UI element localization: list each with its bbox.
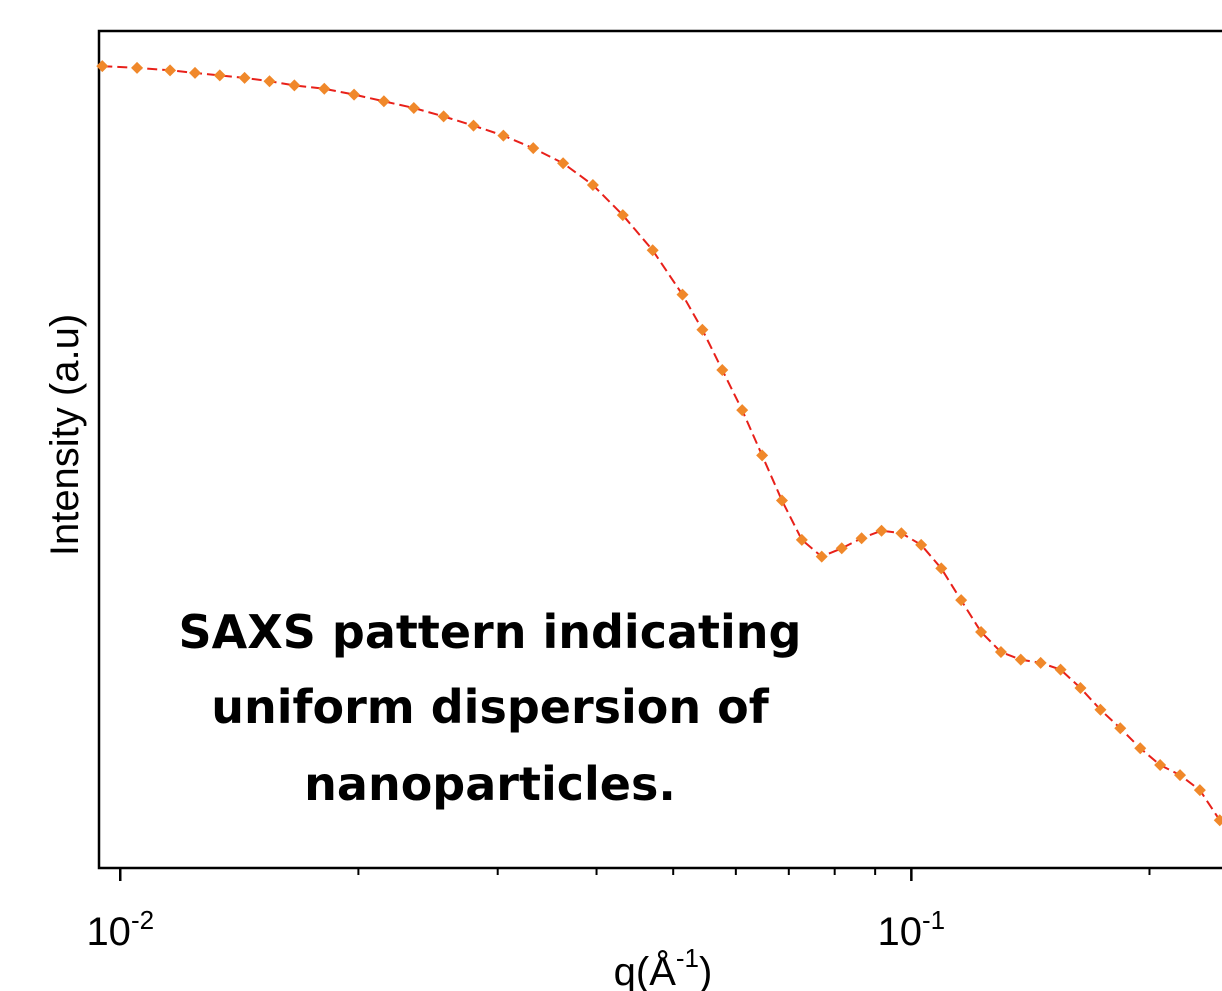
data-point	[1054, 663, 1067, 676]
data-point	[1094, 703, 1107, 716]
data-point	[1074, 682, 1087, 695]
annotation-line: SAXS pattern indicating	[179, 605, 802, 659]
x-tick-label: 10-2	[86, 905, 154, 954]
data-point	[855, 532, 868, 545]
data-point	[263, 75, 276, 88]
data-layer	[96, 60, 1222, 827]
data-point	[188, 66, 201, 79]
data-point	[96, 60, 109, 73]
y-axis-title: Intensity (a.u)	[43, 314, 87, 556]
data-point	[527, 142, 540, 155]
data-point	[955, 594, 968, 607]
data-point	[756, 449, 769, 462]
data-point	[288, 79, 301, 92]
data-point	[875, 524, 888, 537]
data-point	[835, 542, 848, 555]
data-point	[437, 110, 450, 123]
data-point	[815, 550, 828, 563]
data-point	[238, 71, 251, 84]
data-point	[676, 288, 689, 301]
data-point	[696, 323, 709, 336]
data-point	[1213, 814, 1222, 827]
x-tick-label-exp: -1	[922, 905, 945, 935]
data-point	[994, 646, 1007, 659]
x-axis-title-sup: -1	[676, 943, 699, 973]
data-point	[213, 69, 226, 82]
data-point	[716, 363, 729, 376]
data-point	[348, 88, 361, 101]
data-point	[1174, 769, 1187, 782]
x-tick-label: 10-1	[878, 905, 946, 954]
data-point	[795, 533, 808, 546]
data-point	[616, 209, 629, 222]
data-point	[975, 625, 988, 638]
data-point	[1114, 722, 1127, 735]
data-point	[646, 244, 659, 257]
data-point	[377, 95, 390, 108]
data-point	[935, 562, 948, 575]
x-axis-title-end: )	[699, 950, 712, 991]
data-point	[1134, 742, 1147, 755]
data-point	[1014, 653, 1027, 666]
data-point	[915, 538, 928, 551]
data-point	[586, 179, 599, 192]
data-point	[557, 157, 570, 170]
data-point	[131, 61, 144, 74]
x-tick-label-base: 10	[86, 910, 131, 954]
data-point	[318, 82, 331, 95]
data-point	[497, 129, 510, 142]
annotation-line: nanoparticles.	[304, 757, 676, 811]
data-point	[736, 404, 749, 417]
data-point	[775, 494, 788, 507]
x-tick-label-exp: -2	[131, 905, 154, 935]
data-point	[1154, 759, 1167, 772]
x-axis-title-text: q(Å	[614, 949, 677, 991]
data-point	[407, 102, 420, 115]
data-point	[164, 64, 177, 77]
x-axis-title: q(Å-1)	[614, 943, 713, 991]
data-point	[1034, 656, 1047, 669]
data-point	[467, 119, 480, 132]
x-tick-label-base: 10	[878, 910, 923, 954]
annotation-line: uniform dispersion of	[211, 680, 770, 734]
plot-frame	[97, 29, 1222, 870]
data-point	[895, 527, 908, 540]
data-point	[1193, 784, 1206, 797]
